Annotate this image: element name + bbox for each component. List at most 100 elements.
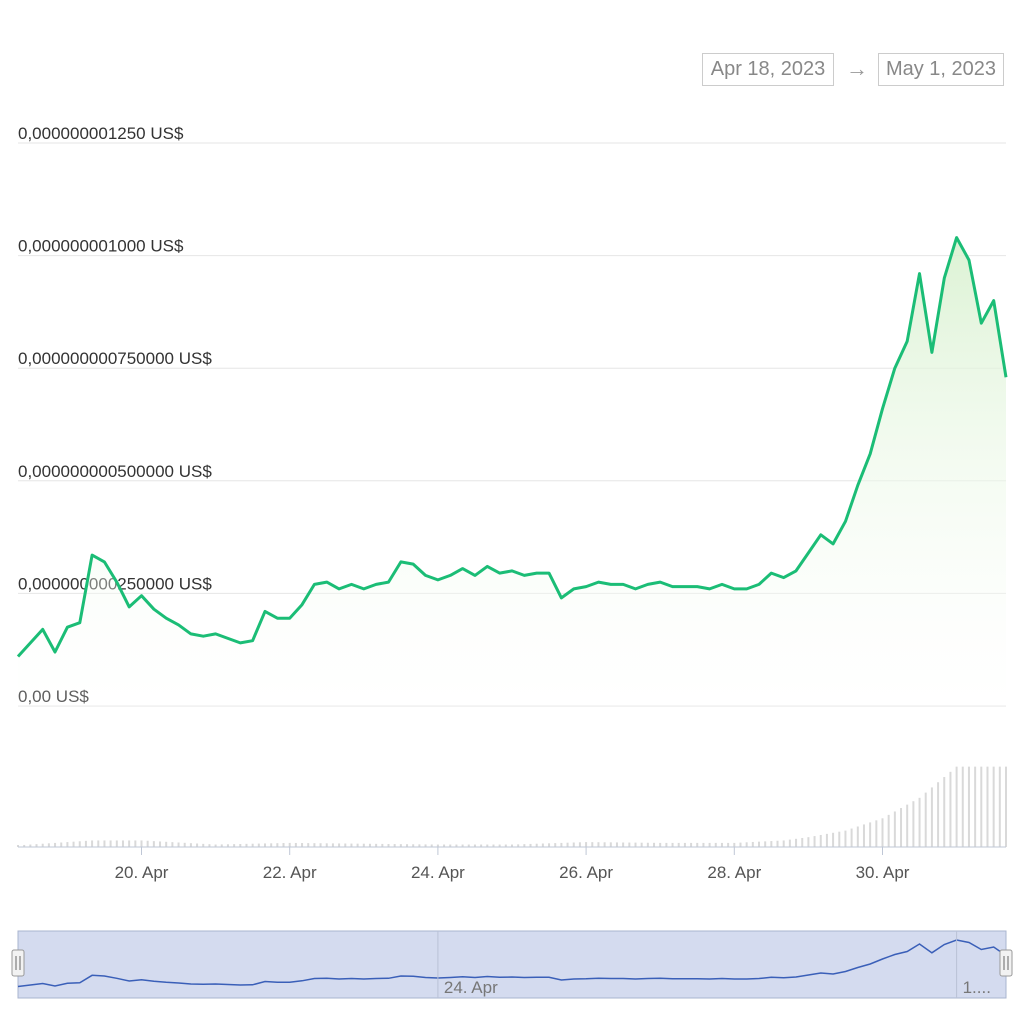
volume-bar — [480, 844, 483, 847]
volume-bar — [986, 766, 989, 847]
range-from-input[interactable]: Apr 18, 2023 — [702, 53, 834, 86]
volume-bar — [183, 842, 186, 847]
volume-bar — [967, 766, 970, 847]
navigator-handle-left[interactable] — [11, 949, 25, 977]
volume-bar — [615, 842, 618, 847]
volume-bar — [430, 844, 433, 847]
navigator-handle-right[interactable] — [999, 949, 1013, 977]
volume-bar — [276, 843, 279, 847]
volume-bar — [585, 842, 588, 847]
volume-bar — [467, 844, 470, 847]
volume-bar — [344, 843, 347, 847]
volume-bar — [233, 844, 236, 847]
volume-bar — [844, 830, 847, 847]
volume-bar — [776, 840, 779, 847]
volume-bar — [381, 843, 384, 847]
volume-bar — [887, 814, 890, 847]
volume-bar — [974, 766, 977, 847]
x-tick-label: 20. Apr — [115, 863, 169, 882]
volume-bar — [745, 842, 748, 847]
volume-bar — [807, 837, 810, 847]
volume-bar — [486, 844, 489, 847]
volume-bar — [937, 782, 940, 847]
volume-bar — [708, 842, 711, 847]
y-tick-label: 0,000000001250 US$ — [18, 124, 184, 143]
volume-bar — [1005, 766, 1007, 847]
volume-bar — [294, 842, 297, 847]
volume-bar — [461, 844, 464, 847]
volume-bar — [924, 792, 927, 847]
navigator-label: 24. Apr — [444, 978, 498, 997]
y-tick-label: 0,000000001000 US$ — [18, 237, 184, 256]
volume-bar — [78, 841, 81, 847]
y-tick-label: 0,000000000750000 US$ — [18, 349, 212, 368]
volume-bar — [875, 820, 878, 847]
volume-bar — [930, 787, 933, 847]
volume-bar — [702, 842, 705, 847]
volume-bar — [998, 766, 1001, 847]
volume-bar — [504, 844, 507, 847]
volume-bar — [918, 797, 921, 847]
volume-bar — [511, 844, 513, 847]
volume-bar — [825, 833, 828, 847]
volume-bar — [17, 845, 19, 847]
volume-bar — [23, 844, 26, 847]
volume-bar — [134, 840, 137, 847]
volume-bar — [881, 818, 884, 847]
volume-bar — [313, 843, 316, 847]
volume-bar — [523, 844, 526, 847]
volume-bar — [41, 843, 44, 847]
volume-bar — [29, 844, 32, 847]
volume-bar — [189, 843, 192, 847]
volume-bar — [591, 842, 594, 847]
volume-bar — [683, 842, 686, 847]
navigator-label: 1.... — [963, 978, 991, 997]
volume-bar — [473, 844, 476, 847]
volume-bar — [813, 836, 816, 847]
volume-bar — [758, 841, 760, 847]
volume-bar — [727, 842, 730, 847]
volume-bar — [659, 842, 662, 847]
volume-bar — [171, 842, 174, 847]
volume-bar — [862, 824, 865, 847]
volume-bar — [529, 843, 532, 847]
volume-bar — [949, 771, 952, 847]
volume-bar — [66, 842, 69, 847]
volume-bar — [961, 766, 964, 847]
volume-bar — [665, 842, 668, 847]
volume-bar — [288, 842, 291, 847]
range-to-input[interactable]: May 1, 2023 — [878, 53, 1004, 86]
volume-bar — [109, 840, 112, 847]
volume-bar — [97, 840, 100, 847]
x-axis: 20. Apr 22. Apr 24. Apr 26. Apr 28. Apr 30. A… — [115, 847, 910, 882]
volume-bar — [634, 842, 637, 847]
volume-bar — [60, 842, 63, 847]
volume-bar — [893, 811, 896, 847]
volume-bar — [152, 841, 155, 847]
volume-bar — [572, 842, 575, 847]
x-tick-label: 28. Apr — [707, 863, 761, 882]
volume-bar — [832, 832, 835, 847]
volume-bar — [640, 842, 643, 847]
navigator[interactable]: 24. Apr 1.... — [11, 930, 1013, 999]
range-arrow-icon: → — [846, 56, 868, 81]
navigator-window[interactable] — [17, 930, 1007, 999]
volume-bar — [356, 843, 359, 847]
volume-bar — [325, 843, 328, 847]
volume-bar — [714, 842, 717, 847]
volume-bar — [226, 844, 229, 847]
volume-bar — [387, 843, 390, 847]
volume-bar — [424, 844, 427, 847]
volume-bar — [696, 842, 699, 847]
volume-bar — [554, 843, 557, 847]
volume-bar — [992, 766, 995, 847]
x-tick-label: 30. Apr — [856, 863, 910, 882]
volume-bar — [720, 842, 723, 847]
price-area-fill — [18, 237, 1006, 706]
volume-bar — [362, 843, 365, 847]
volume-bar — [541, 843, 544, 847]
volume-bar — [449, 844, 452, 847]
volume-bar — [121, 840, 124, 847]
volume-bar — [770, 841, 773, 847]
y-tick-label: 0,000000000500000 US$ — [18, 462, 212, 481]
